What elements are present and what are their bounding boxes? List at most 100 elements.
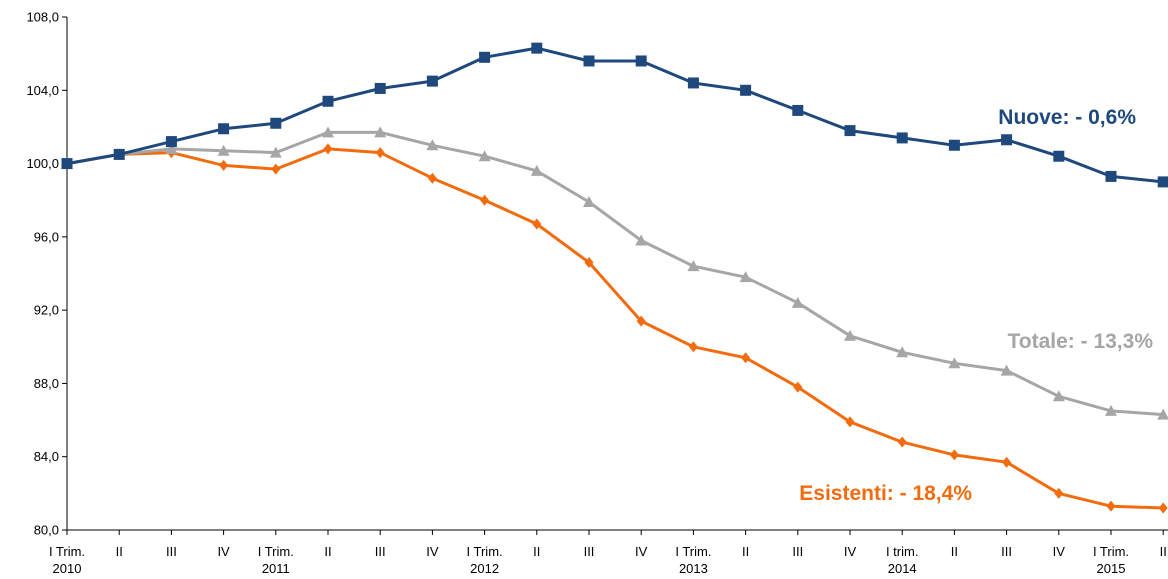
data-point-nuove <box>374 82 386 94</box>
data-point-esistenti <box>897 436 907 448</box>
x-tick-label: I Trim. <box>1093 544 1129 559</box>
y-tick-label: 104,0 <box>26 83 59 98</box>
data-point-nuove <box>1105 170 1117 182</box>
x-year-label: 2012 <box>470 561 499 576</box>
data-point-esistenti <box>323 143 333 155</box>
data-point-totale <box>374 126 387 138</box>
data-point-esistenti <box>1054 487 1064 499</box>
series-esistenti <box>62 143 1168 514</box>
x-tick-label: II <box>1160 544 1167 559</box>
data-point-nuove <box>113 148 125 160</box>
x-tick-label: II <box>116 544 123 559</box>
x-tick-label: I Trim. <box>675 544 711 559</box>
data-point-nuove <box>1157 176 1168 188</box>
series-nuove <box>61 42 1168 188</box>
data-point-nuove <box>896 132 908 144</box>
series-line-totale <box>66 130 1164 417</box>
data-point-esistenti <box>480 194 490 206</box>
data-point-totale <box>478 150 491 162</box>
data-point-totale <box>1157 408 1168 420</box>
axes <box>66 17 1168 531</box>
series-totale <box>61 126 1168 420</box>
y-tick-label: 108,0 <box>26 10 59 25</box>
x-tick-label: IV <box>844 544 857 559</box>
x-tick-label: II <box>742 544 749 559</box>
x-tick-label: IV <box>426 544 439 559</box>
data-point-esistenti <box>427 172 437 184</box>
data-point-nuove <box>792 104 804 116</box>
data-point-nuove <box>61 158 73 170</box>
data-point-totale <box>896 346 909 358</box>
x-year-label: 2015 <box>1097 561 1126 576</box>
x-tick-label: II <box>324 544 331 559</box>
data-point-totale <box>1052 390 1065 402</box>
x-tick-label: I trim. <box>886 544 919 559</box>
x-tick-label: III <box>792 544 803 559</box>
data-point-totale <box>844 329 856 341</box>
x-tick-label: III <box>375 544 386 559</box>
y-tick-label: 80,0 <box>34 523 59 538</box>
x-year-label: 2010 <box>53 561 82 576</box>
x-tick-label: III <box>166 544 177 559</box>
x-year-label: 2013 <box>679 561 708 576</box>
y-tick-label: 84,0 <box>34 449 59 464</box>
x-tick-label: I Trim. <box>258 544 294 559</box>
data-point-nuove <box>426 75 438 87</box>
data-point-esistenti <box>793 381 803 393</box>
x-axis-ticks: I Trim. II III IV I Trim. II III IV I Trim. II III… <box>49 530 1167 576</box>
data-point-esistenti <box>636 315 646 327</box>
data-point-totale <box>530 164 543 176</box>
data-point-esistenti <box>1158 502 1168 514</box>
data-point-nuove <box>479 51 491 63</box>
x-tick-label: I Trim. <box>49 544 85 559</box>
x-tick-label: IV <box>635 544 648 559</box>
data-point-totale <box>1000 364 1013 376</box>
x-tick-label: I Trim. <box>467 544 503 559</box>
series-line-nuove <box>66 46 1164 184</box>
x-year-label: 2011 <box>262 561 290 576</box>
data-point-esistenti <box>949 449 959 461</box>
annotation-totale: Totale: - 13,3% <box>1008 330 1154 353</box>
data-point-totale <box>687 260 700 272</box>
data-point-esistenti <box>271 163 281 175</box>
data-point-totale <box>165 142 178 154</box>
y-tick-label: 92,0 <box>34 303 59 318</box>
x-tick-label: IV <box>1053 544 1066 559</box>
x-year-label: 2014 <box>888 561 917 576</box>
data-point-esistenti <box>219 159 229 171</box>
x-tick-label: IV <box>217 544 230 559</box>
data-point-esistenti <box>584 257 594 269</box>
annotation-nuove: Nuove: - 0,6% <box>998 106 1136 129</box>
y-tick-label: 88,0 <box>34 376 59 391</box>
data-point-esistenti <box>1106 500 1116 512</box>
data-point-esistenti <box>845 416 855 428</box>
data-point-totale <box>739 271 752 283</box>
data-point-nuove <box>740 84 752 96</box>
data-point-totale <box>217 144 230 156</box>
data-point-totale <box>1105 404 1117 416</box>
data-point-nuove <box>1053 150 1065 162</box>
data-point-nuove <box>322 95 334 107</box>
x-tick-label: II <box>533 544 540 559</box>
data-point-totale <box>948 357 961 369</box>
data-point-nuove <box>583 55 595 67</box>
x-tick-label: III <box>1001 544 1012 559</box>
data-point-nuove <box>687 77 699 89</box>
data-point-totale <box>322 126 334 138</box>
data-point-esistenti <box>375 147 385 159</box>
data-point-totale <box>426 139 439 151</box>
annotation-esistenti: Esistenti: - 18,4% <box>799 482 972 505</box>
data-point-nuove <box>948 139 960 151</box>
x-tick-label: II <box>951 544 958 559</box>
data-point-esistenti <box>741 352 751 364</box>
data-point-nuove <box>844 125 856 137</box>
data-point-totale <box>583 196 595 208</box>
data-point-nuove <box>531 42 543 54</box>
x-tick-label: III <box>584 544 595 559</box>
series-annotations: Nuove: - 0,6% Totale: - 13,3% Esistenti:… <box>799 106 1153 505</box>
y-tick-label: 100,0 <box>26 156 59 171</box>
data-point-nuove <box>165 136 177 148</box>
series-line-esistenti <box>66 147 1164 510</box>
data-point-totale <box>635 234 648 246</box>
